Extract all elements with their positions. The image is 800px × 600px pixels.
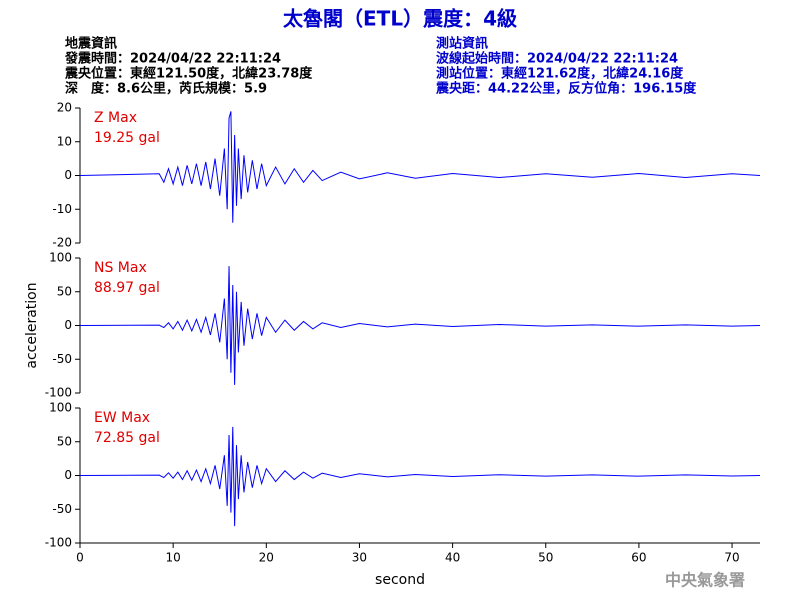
annotation: EW Max [94,410,150,426]
x-axis-label: second [375,572,425,588]
annotation: NS Max [94,260,147,276]
y-tick-label: 0 [64,468,72,482]
y-tick-label: 0 [64,168,72,182]
info-left: 發震時間：2024/04/22 22:11:24 [64,51,281,67]
x-tick-label: 10 [166,551,181,565]
x-tick-label: 60 [631,551,646,565]
y-tick-label: 20 [57,101,72,115]
info-left: 深 度：8.6公里，芮氏規模：5.9 [65,81,267,97]
y-tick-label: 0 [64,318,72,332]
y-tick-label: 100 [49,401,72,415]
info-left: 地震資訊 [65,36,117,52]
info-right: 測站位置：東經121.62度，北緯24.16度 [436,66,684,82]
x-tick-label: 0 [76,551,84,565]
annotation: Z Max [94,110,137,126]
waveform [79,111,761,223]
y-axis-label: acceleration [24,282,40,368]
x-tick-label: 50 [538,551,553,565]
info-right: 震央距：44.22公里，反方位角：196.15度 [435,81,697,97]
x-tick-label: 30 [352,551,367,565]
x-tick-label: 70 [724,551,739,565]
annotation: 88.97 gal [94,280,160,296]
y-tick-label: 50 [57,284,72,298]
x-tick-label: 20 [259,551,274,565]
waveform [79,426,761,527]
y-tick-label: -100 [45,386,72,400]
y-tick-label: -50 [52,502,72,516]
watermark: 中央氣象署 [665,571,745,590]
chart-title: 太魯閣（ETL）震度：4級 [283,7,517,31]
y-tick-label: -10 [52,202,72,216]
y-tick-label: -50 [52,352,72,366]
annotation: 19.25 gal [94,130,160,146]
waveform [79,266,761,385]
y-tick-label: 50 [57,434,72,448]
y-tick-label: 10 [57,134,72,148]
x-tick-label: 40 [445,551,460,565]
annotation: 72.85 gal [94,430,160,446]
y-tick-label: -20 [52,236,72,250]
y-tick-label: 100 [49,251,72,265]
info-right: 波線起始時間：2024/04/22 22:11:24 [436,51,678,67]
info-left: 震央位置：東經121.50度，北緯23.78度 [64,66,313,82]
y-tick-label: -100 [45,536,72,550]
info-right: 測站資訊 [436,36,488,52]
